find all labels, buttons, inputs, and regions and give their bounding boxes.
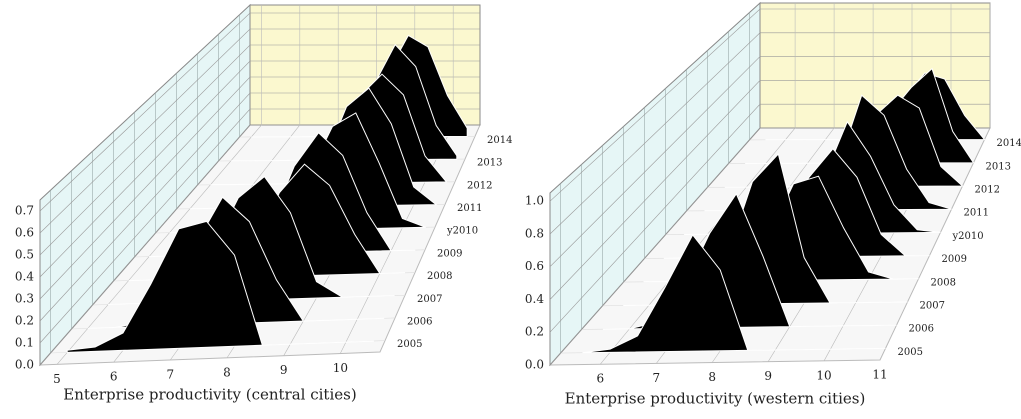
year-label: 2009 <box>942 254 967 265</box>
grid-line <box>39 12 480 212</box>
z-tick-label: 0.3 <box>15 292 34 306</box>
ridge <box>582 233 886 354</box>
year-label: 2009 <box>437 248 462 259</box>
year-label: 2006 <box>407 316 432 327</box>
year-label: 2014 <box>487 135 512 146</box>
x-axis-label: Enterprise productivity (western cities) <box>565 390 866 408</box>
year-label: 2013 <box>477 158 502 169</box>
z-tick-label: 0.1 <box>15 336 34 350</box>
z-tick-label: 0.7 <box>15 204 34 218</box>
year-label: 2011 <box>964 208 989 219</box>
z-tick-label: 0.6 <box>525 259 544 273</box>
x-tick-label: 7 <box>652 371 660 385</box>
x-axis-label: Enterprise productivity (central cities) <box>63 386 356 404</box>
z-tick-label: 0.6 <box>15 226 34 240</box>
year-label: 2008 <box>427 271 452 282</box>
x-tick-label: 6 <box>110 370 118 384</box>
ridge <box>66 220 374 353</box>
x-tick-label: 9 <box>764 369 772 383</box>
grid-line <box>39 28 480 234</box>
year-label: 2005 <box>898 347 923 358</box>
z-tick-label: 0.4 <box>525 292 544 306</box>
z-tick-label: 1.0 <box>525 194 544 208</box>
year-label: 2007 <box>920 301 945 312</box>
year-label: 2011 <box>457 203 482 214</box>
grid-line <box>879 3 991 361</box>
z-tick-label: 0.2 <box>15 314 34 328</box>
year-label: 2013 <box>986 161 1011 172</box>
x-tick-label: 10 <box>333 361 348 375</box>
grid-line <box>56 5 262 365</box>
x-tick-label: 10 <box>816 368 831 382</box>
z-tick-label: 0.5 <box>15 248 34 262</box>
x-tick-label: 11 <box>872 368 887 382</box>
year-label: 2012 <box>975 185 1000 196</box>
year-label: 2006 <box>909 324 934 335</box>
z-tick-label: 0.4 <box>15 270 34 284</box>
z-tick-label: 0.2 <box>525 325 544 339</box>
year-label: 2008 <box>931 277 956 288</box>
z-tick-label: 0.0 <box>15 358 34 372</box>
year-label: 2005 <box>397 339 422 350</box>
grid-line <box>549 56 990 267</box>
x-tick-label: 5 <box>53 372 61 386</box>
x-tick-label: 8 <box>223 365 231 379</box>
grid-line <box>549 80 990 300</box>
z-tick-label: 0.0 <box>525 358 544 372</box>
x-tick-label: 9 <box>280 363 288 377</box>
grid-line <box>549 32 990 235</box>
year-label: 2012 <box>467 180 492 191</box>
grid-line <box>549 8 990 202</box>
year-label: y2010 <box>446 226 478 237</box>
z-tick-label: 0.8 <box>525 226 544 240</box>
grid-line <box>600 3 796 365</box>
year-label: 2007 <box>417 294 442 305</box>
x-tick-label: 6 <box>597 372 605 386</box>
x-tick-label: 8 <box>708 370 716 384</box>
x-tick-label: 7 <box>167 368 175 382</box>
year-label: y2010 <box>952 231 984 242</box>
year-label: 2014 <box>997 138 1021 149</box>
